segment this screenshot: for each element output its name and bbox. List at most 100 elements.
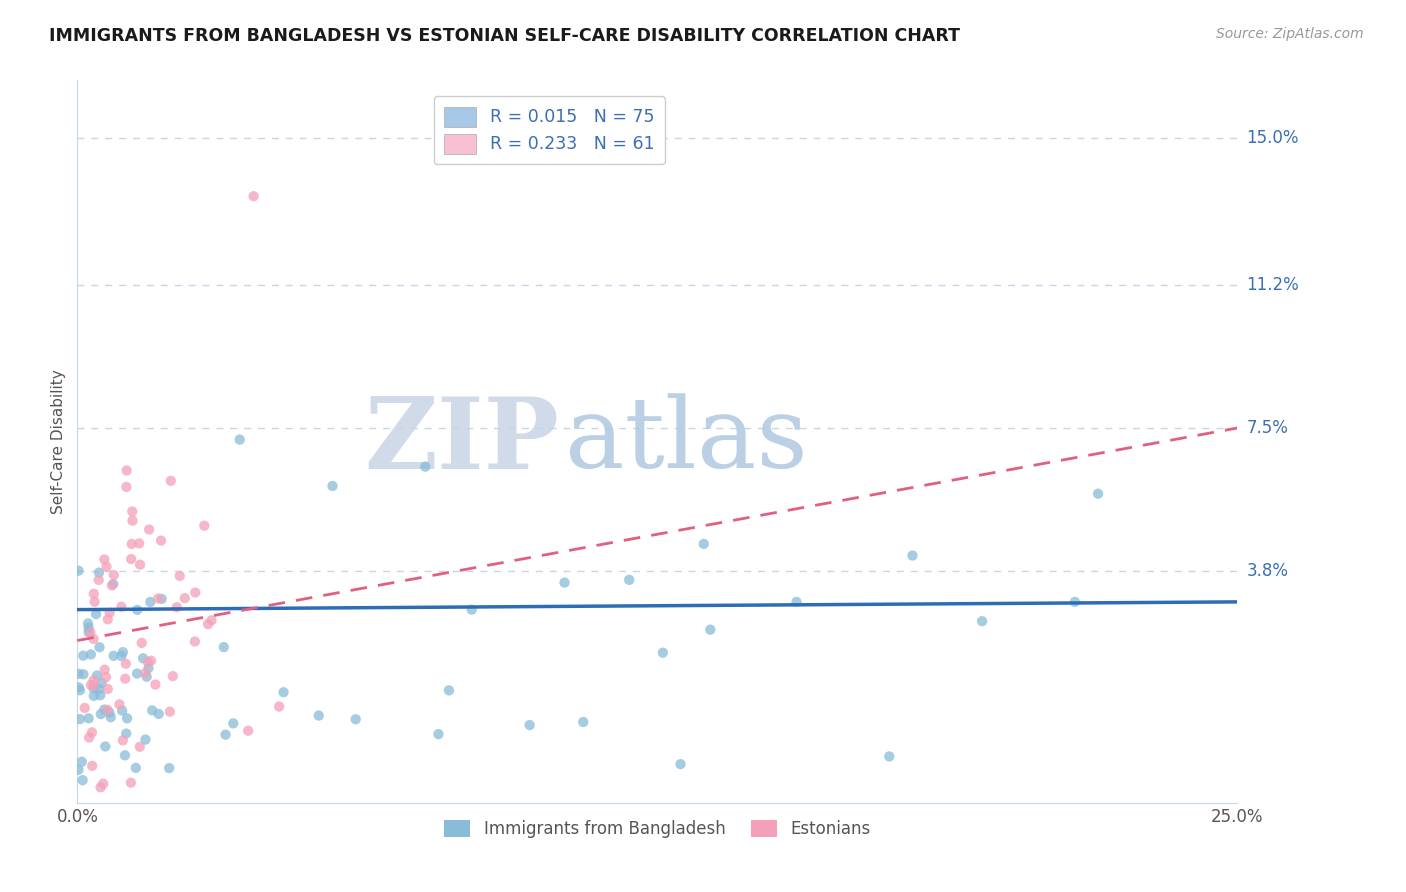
Point — [138, 661, 160, 675]
Point — [69, 712, 91, 726]
Point — [145, 677, 167, 691]
Point — [1063, 595, 1085, 609]
Point — [121, 504, 143, 518]
Point — [83, 587, 105, 601]
Point — [121, 514, 143, 528]
Point — [111, 733, 134, 747]
Point — [67, 564, 90, 578]
Point — [94, 670, 117, 684]
Text: 15.0%: 15.0% — [1247, 129, 1299, 147]
Point — [87, 573, 110, 587]
Point — [150, 533, 173, 548]
Point — [134, 732, 156, 747]
Point — [72, 667, 94, 681]
Text: 3.8%: 3.8% — [1247, 562, 1288, 580]
Point — [103, 648, 125, 663]
Point — [193, 518, 215, 533]
Point — [120, 775, 142, 789]
Point — [669, 757, 692, 772]
Point — [89, 682, 111, 697]
Point — [169, 569, 191, 583]
Point — [80, 725, 103, 739]
Point — [150, 591, 173, 606]
Point — [93, 703, 115, 717]
Point — [214, 728, 236, 742]
Point — [901, 549, 924, 563]
Point — [83, 678, 105, 692]
Point — [159, 705, 181, 719]
Point — [159, 474, 181, 488]
Point — [111, 645, 134, 659]
Point — [110, 649, 132, 664]
Point — [97, 682, 120, 697]
Point — [77, 616, 100, 631]
Y-axis label: Self-Care Disability: Self-Care Disability — [51, 369, 66, 514]
Text: atlas: atlas — [565, 393, 807, 490]
Point — [96, 559, 118, 574]
Point — [132, 651, 155, 665]
Point — [236, 723, 259, 738]
Point — [184, 585, 207, 599]
Point — [100, 710, 122, 724]
Point — [86, 668, 108, 682]
Point — [699, 623, 721, 637]
Point — [84, 607, 107, 621]
Point — [115, 480, 138, 494]
Point — [131, 636, 153, 650]
Point — [108, 698, 131, 712]
Point — [135, 670, 157, 684]
Point — [461, 602, 484, 616]
Point — [121, 537, 143, 551]
Legend: Immigrants from Bangladesh, Estonians: Immigrants from Bangladesh, Estonians — [437, 814, 877, 845]
Point — [77, 711, 100, 725]
Point — [79, 625, 101, 640]
Point — [110, 599, 132, 614]
Point — [242, 189, 264, 203]
Point — [111, 704, 134, 718]
Text: Source: ZipAtlas.com: Source: ZipAtlas.com — [1216, 27, 1364, 41]
Point — [139, 654, 162, 668]
Point — [200, 613, 222, 627]
Point — [93, 663, 115, 677]
Point — [72, 648, 94, 663]
Point — [80, 648, 103, 662]
Point — [228, 433, 252, 447]
Point — [136, 655, 159, 669]
Point — [427, 727, 450, 741]
Point — [72, 773, 94, 788]
Point — [114, 672, 136, 686]
Point — [70, 755, 93, 769]
Point — [785, 595, 807, 609]
Point — [83, 595, 105, 609]
Point — [90, 707, 112, 722]
Point — [972, 614, 994, 628]
Point — [125, 761, 148, 775]
Point — [134, 666, 156, 681]
Point — [129, 558, 152, 572]
Text: 11.2%: 11.2% — [1247, 276, 1299, 294]
Point — [83, 689, 105, 703]
Point — [269, 699, 291, 714]
Point — [127, 603, 149, 617]
Point — [89, 688, 111, 702]
Point — [173, 591, 195, 606]
Text: ZIP: ZIP — [364, 393, 558, 490]
Point — [87, 566, 110, 580]
Point — [572, 714, 595, 729]
Point — [97, 612, 120, 626]
Point — [128, 739, 150, 754]
Point — [77, 625, 100, 640]
Point — [77, 621, 100, 635]
Point — [115, 711, 138, 725]
Point — [321, 479, 344, 493]
Point — [94, 739, 117, 754]
Point — [82, 681, 104, 696]
Point — [554, 575, 576, 590]
Point — [98, 706, 121, 720]
Point — [67, 763, 90, 777]
Point — [101, 577, 124, 591]
Point — [157, 761, 180, 775]
Point — [103, 568, 125, 582]
Point — [115, 463, 138, 477]
Point — [115, 657, 138, 671]
